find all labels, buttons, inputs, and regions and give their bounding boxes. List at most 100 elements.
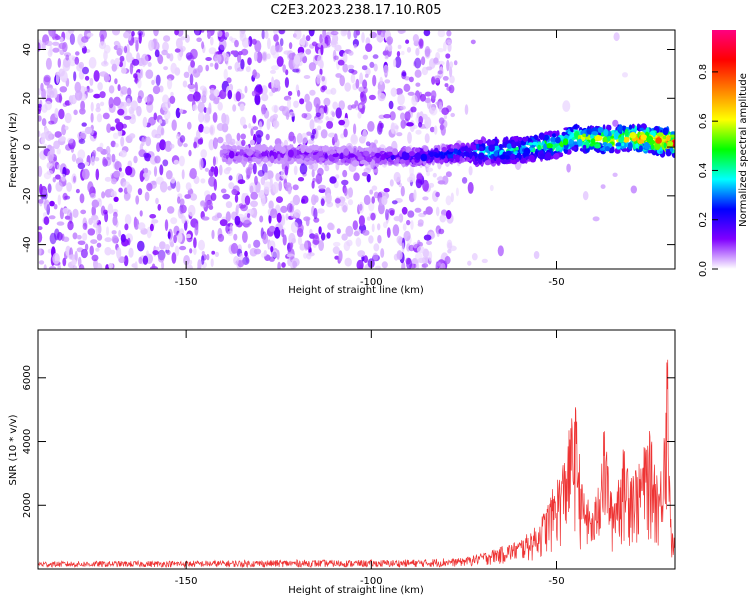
signal-cell (662, 127, 669, 136)
signal-cell (656, 132, 664, 137)
noise-cell (464, 104, 469, 115)
signal-cell (313, 144, 320, 152)
noise-cell (433, 75, 442, 81)
noise-cell (362, 54, 369, 60)
noise-cell (356, 259, 364, 269)
noise-cell (332, 246, 340, 255)
noise-cell (213, 178, 217, 191)
noise-cell (354, 100, 359, 107)
noise-cell (47, 183, 52, 194)
signal-cell (616, 149, 620, 153)
noise-cell (201, 251, 205, 256)
noise-cell (112, 30, 120, 36)
noise-cell (82, 66, 89, 75)
signal-cell (637, 139, 644, 145)
noise-cell (174, 30, 179, 36)
noise-cell (152, 250, 159, 256)
noise-cell (411, 124, 418, 129)
noise-cell (613, 32, 620, 42)
noise-cell (330, 30, 339, 36)
noise-cell (437, 48, 444, 53)
noise-cell (263, 181, 272, 190)
noise-cell (212, 112, 218, 123)
noise-cell (189, 260, 193, 265)
noise-cell (205, 57, 212, 61)
noise-cell (397, 93, 405, 106)
signal-cell (503, 137, 507, 143)
noise-cell (320, 44, 324, 56)
noise-cell (309, 119, 315, 131)
noise-cell (468, 165, 473, 176)
noise-cell (311, 180, 315, 189)
noise-cell (159, 164, 164, 176)
noise-cell (424, 133, 430, 144)
noise-cell (43, 216, 50, 226)
signal-cell (258, 154, 262, 158)
signal-cell (376, 154, 380, 159)
noise-cell (447, 249, 452, 254)
noise-cell (173, 225, 180, 236)
noise-cell (429, 106, 438, 116)
noise-cell (366, 173, 371, 183)
noise-cell (306, 252, 312, 260)
noise-cell (282, 64, 287, 73)
noise-cell (418, 121, 423, 128)
noise-cell (389, 179, 394, 187)
colorbar-tick-label: 0.0 (698, 261, 709, 277)
noise-cell (247, 57, 252, 66)
noise-cell (263, 172, 269, 181)
signal-cell (366, 157, 372, 163)
noise-cell (401, 50, 405, 56)
noise-cell (165, 170, 173, 180)
noise-cell (374, 139, 378, 145)
noise-cell (188, 149, 192, 157)
noise-cell (343, 128, 348, 138)
noise-cell (80, 248, 88, 259)
noise-cell (180, 204, 187, 214)
noise-cell (377, 234, 382, 244)
noise-cell (137, 30, 143, 36)
noise-cell (60, 173, 67, 182)
noise-cell (230, 50, 237, 55)
spectrogram-x-label: Height of straight line (km) (288, 285, 424, 296)
noise-cell (177, 196, 181, 204)
noise-cell (205, 200, 213, 209)
noise-cell (94, 157, 100, 162)
signal-cell (627, 142, 633, 150)
noise-cell (393, 171, 401, 183)
noise-cell (149, 223, 154, 232)
noise-cell (89, 245, 94, 256)
signal-cell (463, 151, 470, 156)
noise-cell (336, 228, 341, 235)
noise-cell (301, 113, 308, 119)
noise-cell (253, 51, 258, 62)
noise-cell (341, 179, 349, 186)
noise-cell (255, 134, 262, 145)
noise-cell (123, 115, 132, 120)
signal-cell (596, 136, 602, 141)
noise-cell (114, 57, 121, 67)
noise-cell (445, 53, 451, 59)
noise-cell (126, 98, 131, 107)
noise-cell (433, 57, 439, 64)
noise-cell (38, 226, 43, 231)
noise-cell (208, 47, 217, 55)
noise-cell (106, 226, 109, 236)
signal-cell (499, 154, 506, 160)
signal-cell (399, 158, 406, 164)
signal-cell (647, 150, 652, 154)
noise-cell (199, 85, 207, 91)
noise-cell (97, 197, 102, 203)
signal-cell (591, 131, 599, 136)
signal-cell (357, 156, 365, 161)
signal-cell (468, 152, 473, 158)
noise-cell (181, 215, 186, 224)
noise-cell (421, 56, 426, 66)
noise-cell (435, 101, 444, 106)
noise-cell (353, 172, 360, 182)
noise-cell (219, 219, 228, 227)
noise-cell (445, 210, 452, 220)
noise-cell (49, 232, 57, 245)
noise-cell (284, 165, 289, 176)
noise-cell (230, 242, 239, 254)
